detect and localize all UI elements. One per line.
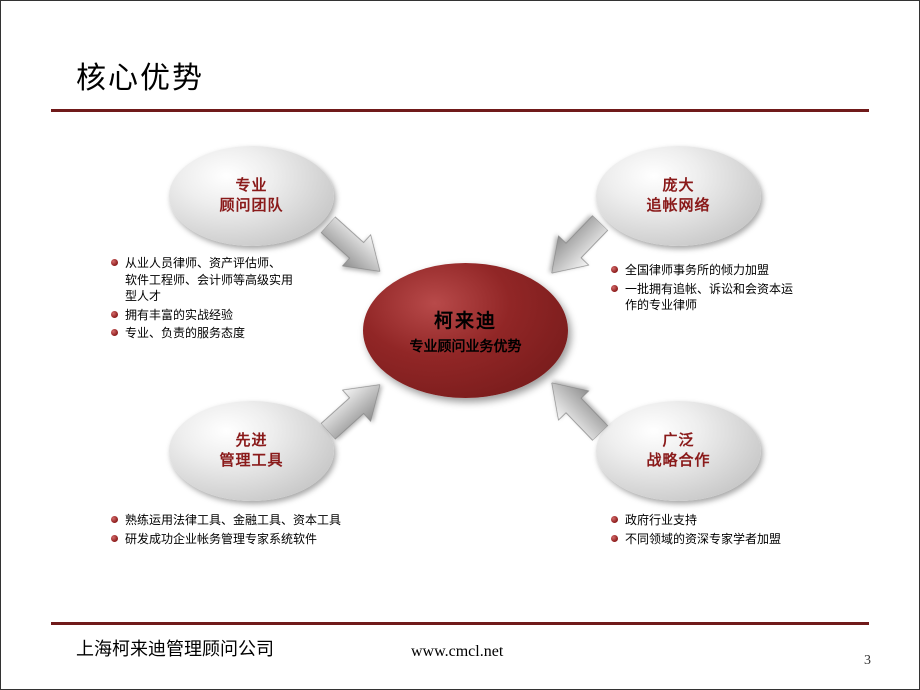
node-bottom-left-line1: 先进 — [235, 431, 267, 451]
list-item: 熟练运用法律工具、金融工具、资本工具 — [111, 511, 411, 530]
footer-url: www.cmcl.net — [411, 643, 503, 661]
node-top-left-line2: 顾问团队 — [219, 196, 283, 216]
list-item: 拥有丰富的实战经验 — [111, 306, 346, 325]
list-item: 从业人员律师、资产评估师、 — [111, 254, 346, 273]
divider-top — [51, 109, 869, 112]
node-top-right: 庞大 追帐网络 — [596, 146, 761, 246]
node-top-left: 专业 顾问团队 — [169, 146, 334, 246]
list-item: 政府行业支持 — [611, 511, 851, 530]
list-item: 研发成功企业帐务管理专家系统软件 — [111, 530, 411, 549]
list-item: 全国律师事务所的倾力加盟 — [611, 261, 851, 280]
divider-bottom — [51, 622, 869, 625]
node-bottom-left: 先进 管理工具 — [169, 401, 334, 501]
page-title: 核心优势 — [76, 53, 204, 97]
footer-company: 上海柯来迪管理顾问公司 — [76, 635, 274, 661]
node-bottom-left-line2: 管理工具 — [219, 451, 283, 471]
bullets-bottom-right: 政府行业支持不同领域的资深专家学者加盟 — [611, 511, 851, 548]
center-node-line2: 专业顾问业务优势 — [410, 336, 522, 356]
list-item: 型人才 — [111, 287, 346, 306]
bullets-top-right: 全国律师事务所的倾力加盟一批拥有追帐、诉讼和会资本运作的专业律师 — [611, 261, 851, 315]
list-item: 专业、负责的服务态度 — [111, 324, 346, 343]
list-item: 不同领域的资深专家学者加盟 — [611, 530, 851, 549]
page-number: 3 — [864, 653, 871, 669]
list-item: 作的专业律师 — [611, 296, 851, 315]
node-bottom-right-line2: 战略合作 — [646, 451, 710, 471]
node-bottom-right: 广泛 战略合作 — [596, 401, 761, 501]
node-bottom-right-line1: 广泛 — [662, 431, 694, 451]
node-top-right-line1: 庞大 — [662, 176, 694, 196]
node-top-left-line1: 专业 — [235, 176, 267, 196]
bullets-top-left: 从业人员律师、资产评估师、软件工程师、会计师等高级实用型人才拥有丰富的实战经验专… — [111, 254, 346, 343]
node-top-right-line2: 追帐网络 — [646, 196, 710, 216]
bullets-bottom-left: 熟练运用法律工具、金融工具、资本工具研发成功企业帐务管理专家系统软件 — [111, 511, 411, 548]
center-node: 柯来迪 专业顾问业务优势 — [363, 263, 568, 398]
slide: 核心优势 柯来迪 专业顾问业务优势 专业 顾问团队 庞大 追帐网络 先进 管理工… — [0, 0, 920, 690]
list-item: 一批拥有追帐、诉讼和会资本运 — [611, 280, 851, 299]
center-node-line1: 柯来迪 — [434, 306, 497, 333]
